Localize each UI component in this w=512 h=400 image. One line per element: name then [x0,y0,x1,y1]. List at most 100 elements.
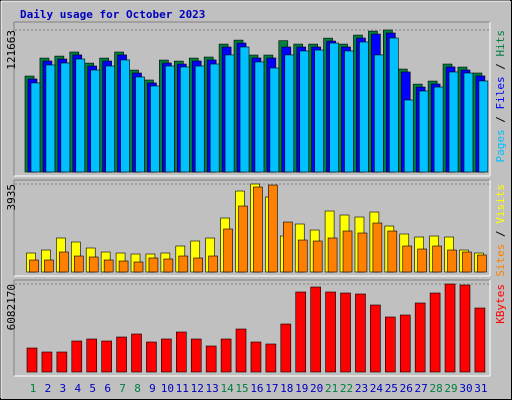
bar [44,259,54,273]
chart-title: Daily usage for October 2023 [20,8,205,21]
bar [146,341,157,373]
bar [329,42,339,173]
bar [26,347,38,373]
x-tick-label: 5 [89,382,96,395]
bar [297,239,308,273]
bar [340,292,351,373]
x-tick-label: 21 [325,382,338,395]
legend-separator: / [494,224,507,244]
bar [295,291,307,373]
x-tick-label: 14 [220,382,234,395]
bar [161,338,172,373]
y-tick-label: 121663 [5,30,18,70]
bar [176,331,187,373]
bar [265,343,277,373]
bar [344,50,354,173]
bar [374,54,384,173]
bar [357,232,368,273]
bar [448,71,459,173]
bar [250,341,262,373]
x-tick-label: 26 [400,382,413,395]
bar [75,58,86,173]
bar [403,99,414,173]
bar [478,80,489,173]
x-tick-label: 22 [340,382,353,395]
legend: Pages / Files / Hits [494,30,507,163]
x-tick-label: 18 [280,382,293,395]
bar [433,86,444,173]
bar [389,37,399,173]
bar [312,240,323,273]
x-tick-label: 28 [429,382,442,395]
bar [387,230,398,273]
bar [148,257,159,273]
x-tick-label: 11 [176,382,189,395]
legend-entry: KBytes [494,284,507,324]
y-tick-label: 6082170 [5,284,18,330]
x-tick-label: 3 [60,382,67,395]
bar [59,251,69,273]
bar [224,54,235,173]
x-tick-label: 12 [191,382,204,395]
bar [86,338,98,373]
x-tick-label: 31 [474,382,487,395]
bar [41,351,53,373]
x-tick-label: 19 [295,382,308,395]
bar [223,228,233,273]
bar [414,302,426,373]
x-tick-label: 30 [459,382,472,395]
bar [180,66,190,173]
x-tick-label: 10 [161,382,174,395]
x-tick-label: 4 [74,382,81,395]
x-tick-label: 1 [30,382,37,395]
bar [73,255,84,273]
bar [105,65,115,173]
bar [101,340,112,373]
bar [194,65,205,173]
bar [103,259,114,273]
x-tick-label: 23 [355,382,368,395]
x-tick-label: 13 [206,382,219,395]
bar [418,90,429,173]
bar [29,259,39,273]
x-tick-label: 8 [134,382,141,395]
bar [429,292,441,373]
bar [135,76,145,173]
x-tick-label: 9 [149,382,156,395]
x-tick-label: 24 [370,382,384,395]
bar [120,59,130,173]
bar [268,184,278,273]
bar [239,46,250,173]
legend-entry: Files [494,76,507,109]
bar [238,205,248,273]
bar [325,291,336,373]
bar [190,338,202,373]
bar [133,261,144,273]
bar [253,186,263,273]
bar [254,61,265,173]
x-tick-label: 6 [104,382,111,395]
bar [165,65,175,173]
legend-separator: / [494,110,507,130]
bar [402,245,413,273]
bar [116,336,127,373]
bar [459,284,471,373]
bar [310,286,321,373]
x-tick-label: 25 [385,382,398,395]
bar [150,85,160,173]
x-tick-label: 27 [415,382,428,395]
x-tick-label: 16 [250,382,263,395]
bar [205,345,217,373]
bar [474,307,486,373]
bar [90,69,101,173]
x-tick-label: 20 [310,382,323,395]
legend-entry: Hits [494,30,507,57]
bar [71,340,83,373]
legend-entry: Pages [494,129,507,162]
bar [269,67,280,173]
bar [370,304,381,373]
x-tick-label: 17 [265,382,278,395]
bar [220,338,232,373]
bar [193,257,204,273]
